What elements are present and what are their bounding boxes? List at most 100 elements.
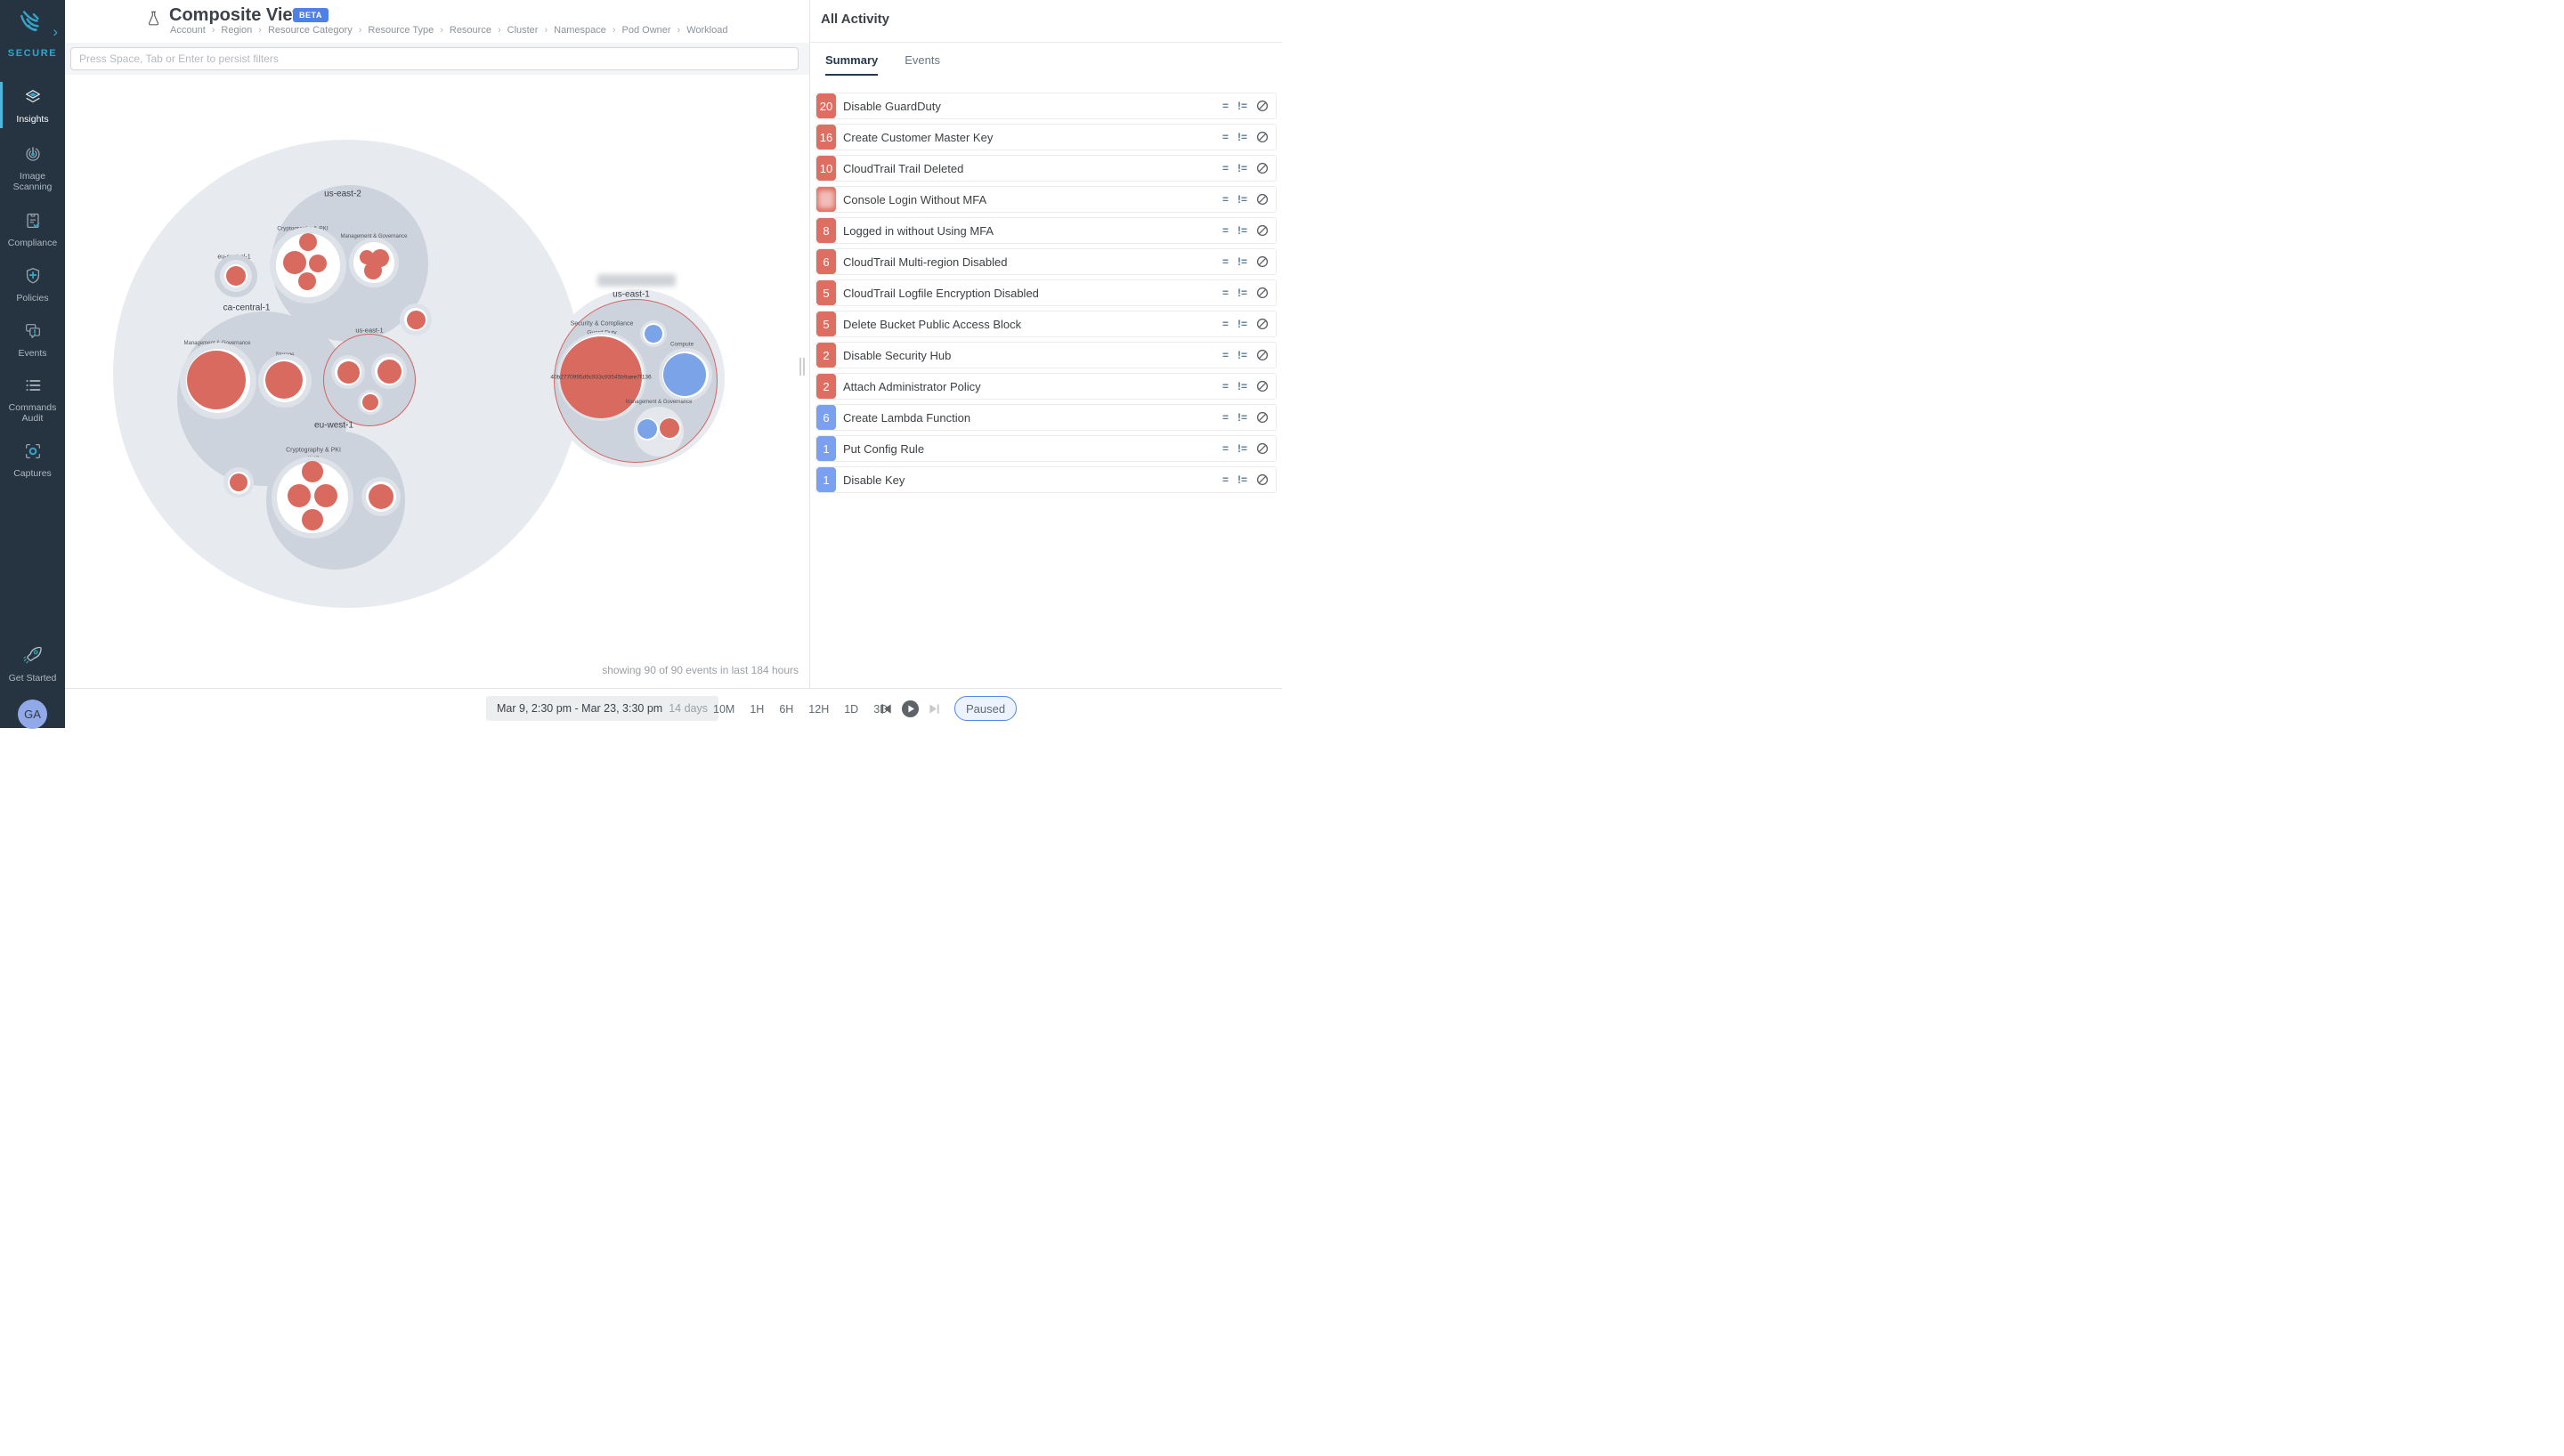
resource-bubble[interactable] (406, 310, 426, 329)
skip-back-icon[interactable] (880, 702, 893, 716)
not-equals-filter-icon[interactable]: != (1237, 349, 1247, 361)
date-range-picker[interactable]: Mar 9, 2:30 pm - Mar 23, 3:30 pm 14 days (486, 696, 718, 721)
not-equals-filter-icon[interactable]: != (1237, 131, 1247, 143)
exclude-icon[interactable] (1256, 100, 1269, 112)
activity-row[interactable]: 2 Disable Security Hub = != (815, 342, 1277, 368)
breadcrumb-item-resource[interactable]: Resource (449, 25, 491, 36)
resource-bubble[interactable] (364, 262, 382, 279)
not-equals-filter-icon[interactable]: != (1237, 100, 1247, 112)
resource-bubble[interactable] (377, 359, 402, 384)
equals-filter-icon[interactable]: = (1221, 193, 1229, 206)
equals-filter-icon[interactable]: = (1221, 255, 1229, 268)
equals-filter-icon[interactable]: = (1221, 224, 1229, 237)
exclude-icon[interactable] (1256, 162, 1269, 174)
breadcrumb-item-region[interactable]: Region (221, 25, 253, 36)
exclude-icon[interactable] (1256, 131, 1269, 143)
resource-bubble[interactable] (298, 272, 316, 290)
activity-row[interactable]: 2 Attach Administrator Policy = != (815, 373, 1277, 400)
play-icon[interactable] (901, 700, 920, 718)
breadcrumb-item-resource-type[interactable]: Resource Type (368, 25, 434, 36)
filter-input[interactable] (70, 47, 799, 70)
sidebar-item-events[interactable]: Events (0, 320, 65, 359)
resource-bubble[interactable] (645, 325, 662, 343)
activity-row[interactable]: 6 Create Lambda Function = != (815, 404, 1277, 431)
exclude-icon[interactable] (1256, 380, 1269, 392)
sidebar-expand-chevron-icon[interactable]: › (53, 23, 58, 40)
tab-summary[interactable]: Summary (825, 53, 879, 76)
activity-row[interactable]: 1 Disable Key = != (815, 466, 1277, 493)
equals-filter-icon[interactable]: = (1221, 100, 1229, 112)
resource-bubble[interactable] (337, 360, 360, 384)
equals-filter-icon[interactable]: = (1221, 162, 1229, 174)
resource-bubble[interactable] (283, 251, 306, 274)
time-preset-1h[interactable]: 1H (750, 702, 765, 716)
equals-filter-icon[interactable]: = (1221, 349, 1229, 361)
time-preset-6h[interactable]: 6H (779, 702, 794, 716)
resource-bubble[interactable] (637, 419, 657, 439)
user-avatar[interactable]: GA (18, 700, 47, 729)
not-equals-filter-icon[interactable]: != (1237, 473, 1247, 486)
paused-button[interactable]: Paused (954, 696, 1017, 721)
activity-row[interactable]: 16 Create Customer Master Key = != (815, 124, 1277, 150)
sidebar-item-compliance[interactable]: Compliance (0, 209, 65, 248)
sysdig-secure-logo[interactable]: › SECURE (0, 7, 65, 59)
not-equals-filter-icon[interactable]: != (1237, 442, 1247, 455)
activity-row[interactable]: 20 Disable GuardDuty = != (815, 93, 1277, 119)
activity-row[interactable]: Console Login Without MFA = != (815, 186, 1277, 213)
resource-bubble[interactable] (187, 351, 246, 409)
time-preset-3d[interactable]: 3D (873, 702, 888, 716)
equals-filter-icon[interactable]: = (1221, 411, 1229, 424)
exclude-icon[interactable] (1256, 349, 1269, 361)
not-equals-filter-icon[interactable]: != (1237, 224, 1247, 237)
time-preset-12h[interactable]: 12H (808, 702, 830, 716)
resource-bubble[interactable] (288, 484, 311, 507)
skip-forward-icon[interactable] (928, 702, 941, 716)
resource-bubble[interactable] (660, 418, 679, 438)
equals-filter-icon[interactable]: = (1221, 442, 1229, 455)
sidebar-item-image-scanning[interactable]: Image Scanning (0, 142, 65, 192)
activity-row[interactable]: 10 CloudTrail Trail Deleted = != (815, 155, 1277, 182)
activity-row[interactable]: 5 Delete Bucket Public Access Block = != (815, 311, 1277, 337)
exclude-icon[interactable] (1256, 224, 1269, 237)
resource-bubble[interactable] (314, 484, 337, 507)
panel-resize-handle[interactable] (799, 358, 807, 376)
exclude-icon[interactable] (1256, 442, 1269, 455)
activity-row[interactable]: 5 CloudTrail Logfile Encryption Disabled =… (815, 279, 1277, 306)
not-equals-filter-icon[interactable]: != (1237, 318, 1247, 330)
not-equals-filter-icon[interactable]: != (1237, 255, 1247, 268)
breadcrumb-item-pod-owner[interactable]: Pod Owner (621, 25, 671, 36)
equals-filter-icon[interactable]: = (1221, 131, 1229, 143)
time-preset-10m[interactable]: 10M (713, 702, 735, 716)
resource-bubble[interactable] (369, 484, 394, 509)
resource-bubble[interactable] (230, 473, 247, 491)
resource-bubble[interactable] (360, 250, 374, 264)
breadcrumb-item-cluster[interactable]: Cluster (507, 25, 539, 36)
breadcrumb-item-workload[interactable]: Workload (686, 25, 728, 36)
sidebar-item-captures[interactable]: Captures (0, 440, 65, 479)
not-equals-filter-icon[interactable]: != (1237, 411, 1247, 424)
activity-row[interactable]: 8 Logged in without Using MFA = != (815, 217, 1277, 244)
activity-row[interactable]: 6 CloudTrail Multi-region Disabled = != (815, 248, 1277, 275)
breadcrumb-item-resource-category[interactable]: Resource Category (267, 25, 353, 36)
tab-events[interactable]: Events (905, 53, 940, 67)
equals-filter-icon[interactable]: = (1221, 318, 1229, 330)
resource-bubble[interactable] (226, 266, 246, 286)
exclude-icon[interactable] (1256, 193, 1269, 206)
resource-bubble[interactable] (265, 361, 303, 399)
sidebar-item-get-started[interactable]: Get Started (0, 643, 65, 684)
breadcrumb-item-namespace[interactable]: Namespace (554, 25, 606, 36)
not-equals-filter-icon[interactable]: != (1237, 193, 1247, 206)
not-equals-filter-icon[interactable]: != (1237, 380, 1247, 392)
not-equals-filter-icon[interactable]: != (1237, 287, 1247, 299)
resource-bubble-guardduty[interactable] (560, 336, 642, 418)
equals-filter-icon[interactable]: = (1221, 473, 1229, 486)
exclude-icon[interactable] (1256, 318, 1269, 330)
resource-bubble[interactable] (299, 233, 317, 251)
breadcrumb-item-account[interactable]: Account (170, 25, 206, 36)
exclude-icon[interactable] (1256, 411, 1269, 424)
equals-filter-icon[interactable]: = (1221, 287, 1229, 299)
resource-bubble[interactable] (302, 509, 323, 530)
not-equals-filter-icon[interactable]: != (1237, 162, 1247, 174)
equals-filter-icon[interactable]: = (1221, 380, 1229, 392)
sidebar-item-policies[interactable]: Policies (0, 264, 65, 303)
